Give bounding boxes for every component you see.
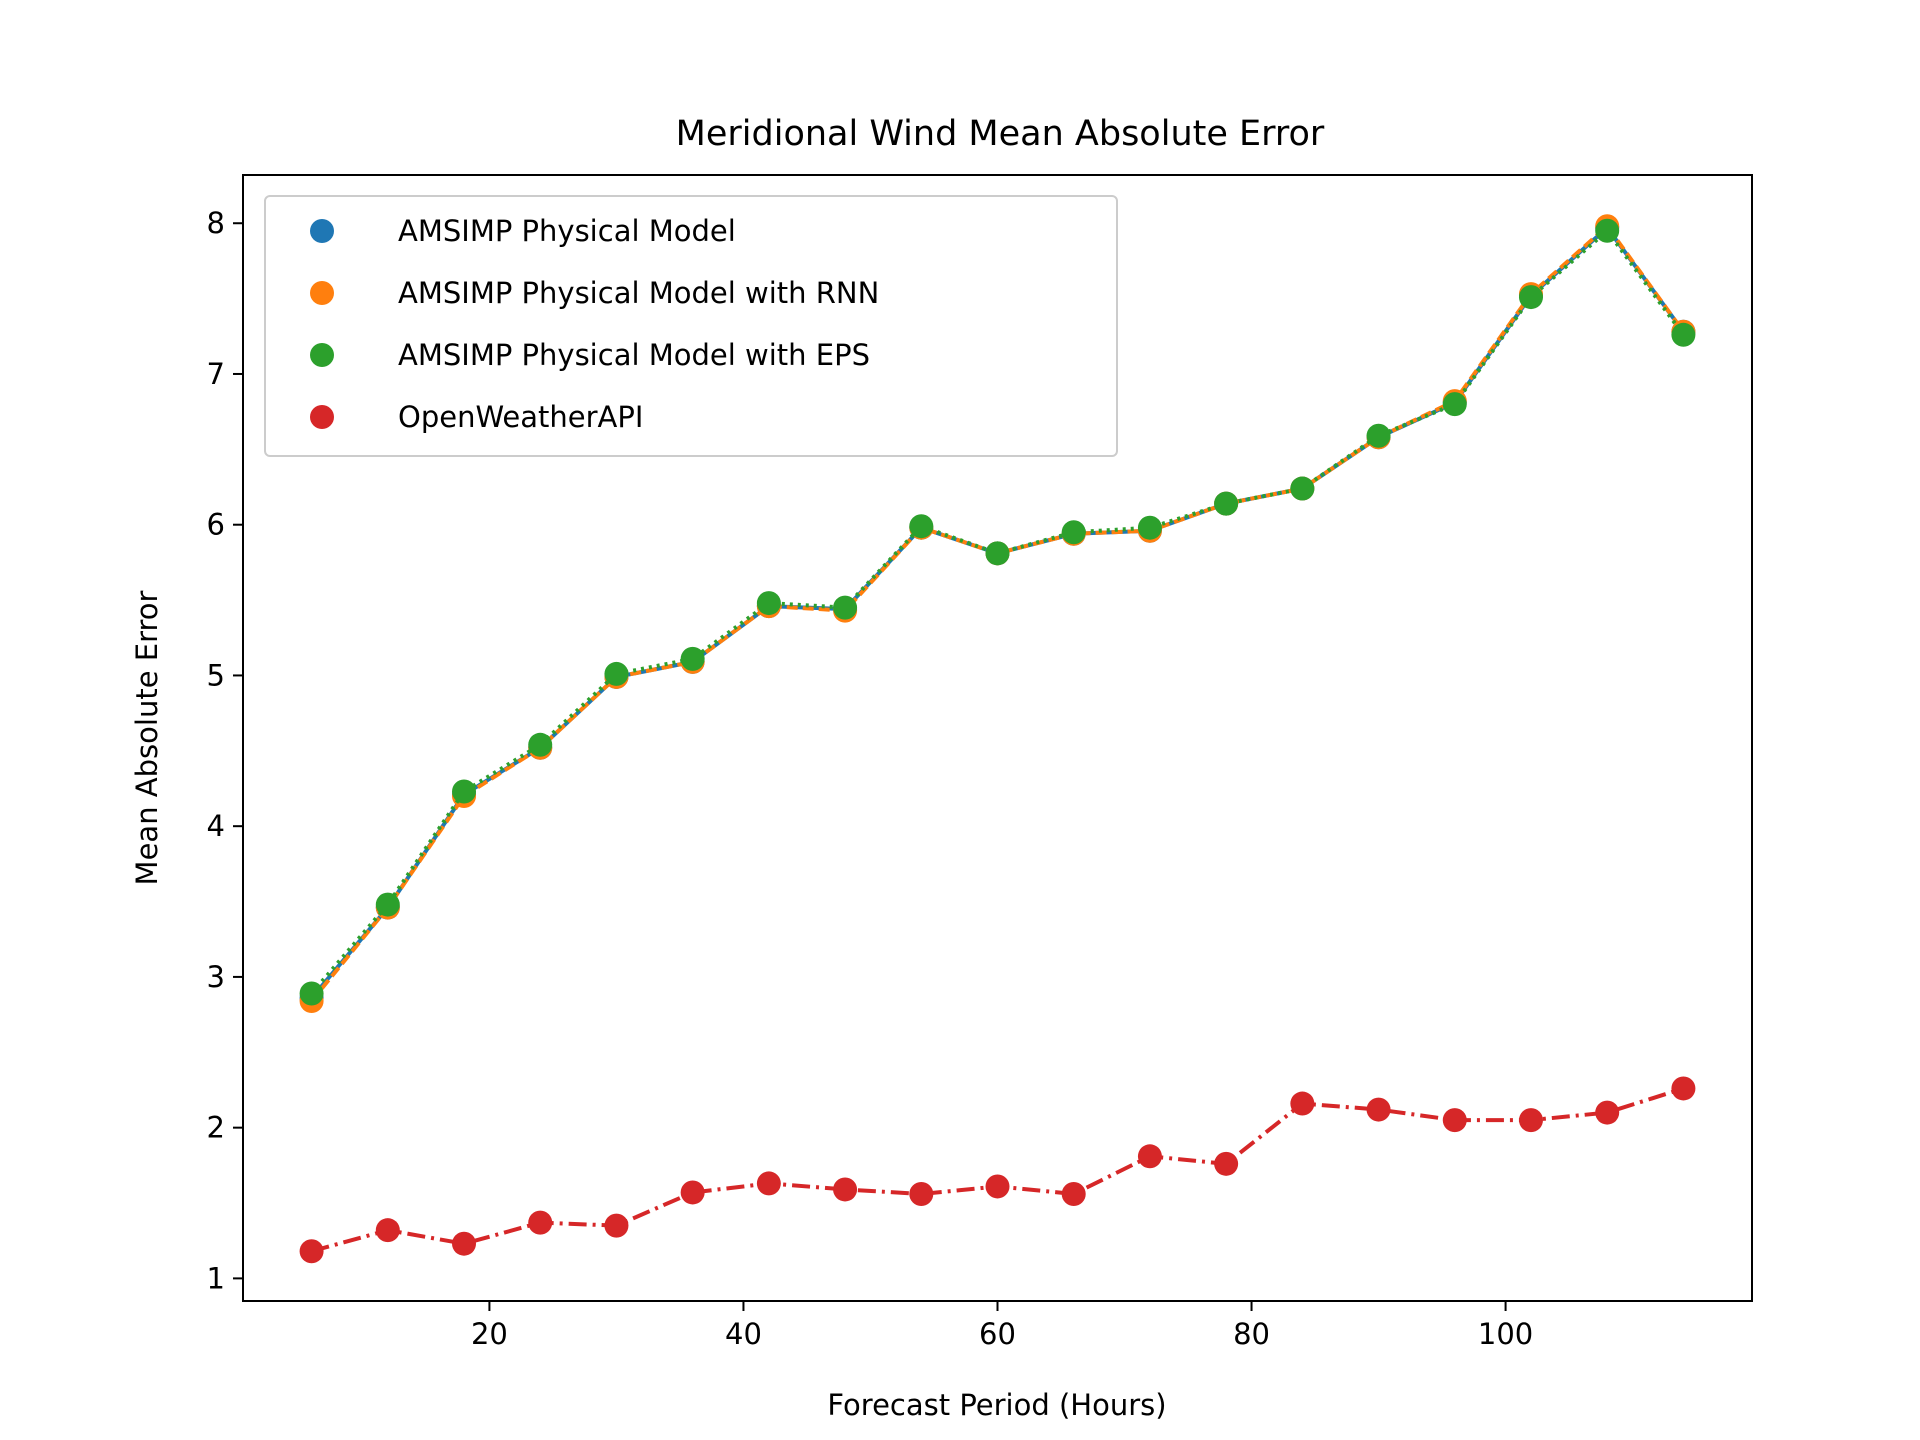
y-tick-label: 3: [207, 960, 225, 994]
series-layer: [299, 214, 1696, 1264]
data-point: [375, 1218, 400, 1243]
data-point: [299, 981, 324, 1006]
legend-label: AMSIMP Physical Model with RNN: [398, 276, 879, 310]
x-tick-label: 60: [979, 1317, 1016, 1351]
data-point: [1214, 1151, 1239, 1176]
data-point: [1518, 1108, 1543, 1133]
data-point: [528, 1210, 553, 1235]
data-point: [299, 1239, 324, 1264]
x-tick-label: 100: [1478, 1317, 1533, 1351]
legend-marker: [310, 281, 334, 305]
data-point: [1290, 476, 1315, 501]
y-tick-label: 4: [207, 809, 225, 843]
legend: AMSIMP Physical Model AMSIMP Physical Mod…: [264, 195, 1118, 457]
data-point: [833, 595, 858, 620]
data-point: [604, 1213, 629, 1238]
data-point: [756, 591, 781, 616]
data-point: [680, 1180, 705, 1205]
data-point: [1671, 1076, 1696, 1101]
x-tick-label: 40: [725, 1317, 762, 1351]
data-point: [452, 1231, 477, 1256]
legend-label: AMSIMP Physical Model: [398, 214, 736, 248]
y-tick-label: 7: [207, 357, 225, 391]
y-tick-label: 6: [207, 508, 225, 542]
data-point: [1595, 218, 1620, 243]
chart-title: Meridional Wind Mean Absolute Error: [676, 114, 1325, 154]
x-axis: 20 40 60 80 100: [471, 1301, 1533, 1351]
plot-frame: [242, 174, 1753, 1302]
data-point: [1366, 423, 1391, 448]
y-tick-label: 2: [207, 1111, 225, 1145]
data-point: [604, 661, 629, 686]
legend-marker: [310, 219, 334, 243]
y-tick-label: 1: [207, 1261, 225, 1295]
data-point: [1595, 1100, 1620, 1125]
data-point: [985, 1174, 1010, 1199]
legend-marker: [310, 343, 334, 367]
data-point: [1442, 1108, 1467, 1133]
data-point: [909, 1181, 934, 1206]
data-point: [1137, 515, 1162, 540]
y-axis: 1 2 3 4 5 6 7 8: [207, 206, 243, 1295]
data-point: [1290, 1091, 1315, 1116]
data-point: [756, 1171, 781, 1196]
data-point: [375, 892, 400, 917]
data-point: [1061, 520, 1086, 545]
legend-label: OpenWeatherAPI: [398, 400, 643, 434]
x-tick-label: 20: [471, 1317, 508, 1351]
data-point: [909, 514, 934, 539]
x-tick-label: 80: [1233, 1317, 1270, 1351]
data-point: [1442, 392, 1467, 417]
legend-marker: [310, 405, 334, 429]
data-point: [1366, 1097, 1391, 1122]
data-point: [1061, 1181, 1086, 1206]
y-tick-label: 5: [207, 658, 225, 692]
x-axis-label: Forecast Period (Hours): [827, 1388, 1166, 1422]
data-point: [1137, 1144, 1162, 1169]
data-point: [1214, 491, 1239, 516]
data-point: [1671, 322, 1696, 347]
legend-label: AMSIMP Physical Model with EPS: [398, 338, 870, 372]
data-point: [528, 732, 553, 757]
legend-frame: [264, 195, 1118, 457]
data-point: [833, 1177, 858, 1202]
y-axis-label: Mean Absolute Error: [130, 590, 164, 885]
data-point: [680, 646, 705, 671]
data-point: [985, 541, 1010, 566]
data-point: [452, 779, 477, 804]
data-point: [1518, 285, 1543, 310]
y-tick-label: 8: [207, 206, 225, 240]
